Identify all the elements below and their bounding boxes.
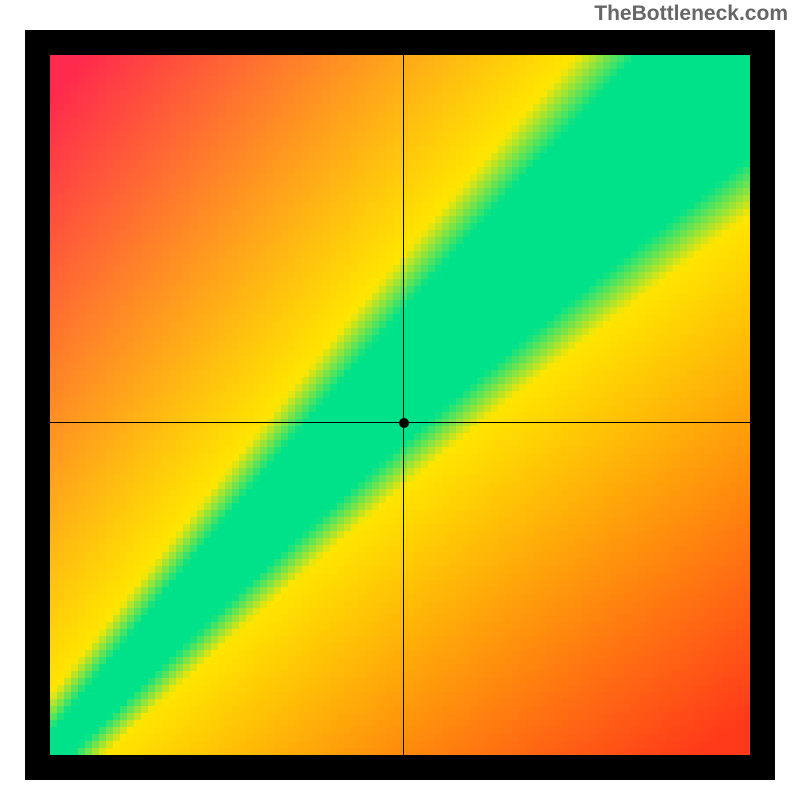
crosshair-vertical [403,55,404,755]
crosshair-marker [399,418,409,428]
bottleneck-plot [25,30,775,780]
heatmap-canvas [50,55,750,755]
watermark-text: TheBottleneck.com [594,2,788,26]
chart-container: TheBottleneck.com [0,0,800,800]
